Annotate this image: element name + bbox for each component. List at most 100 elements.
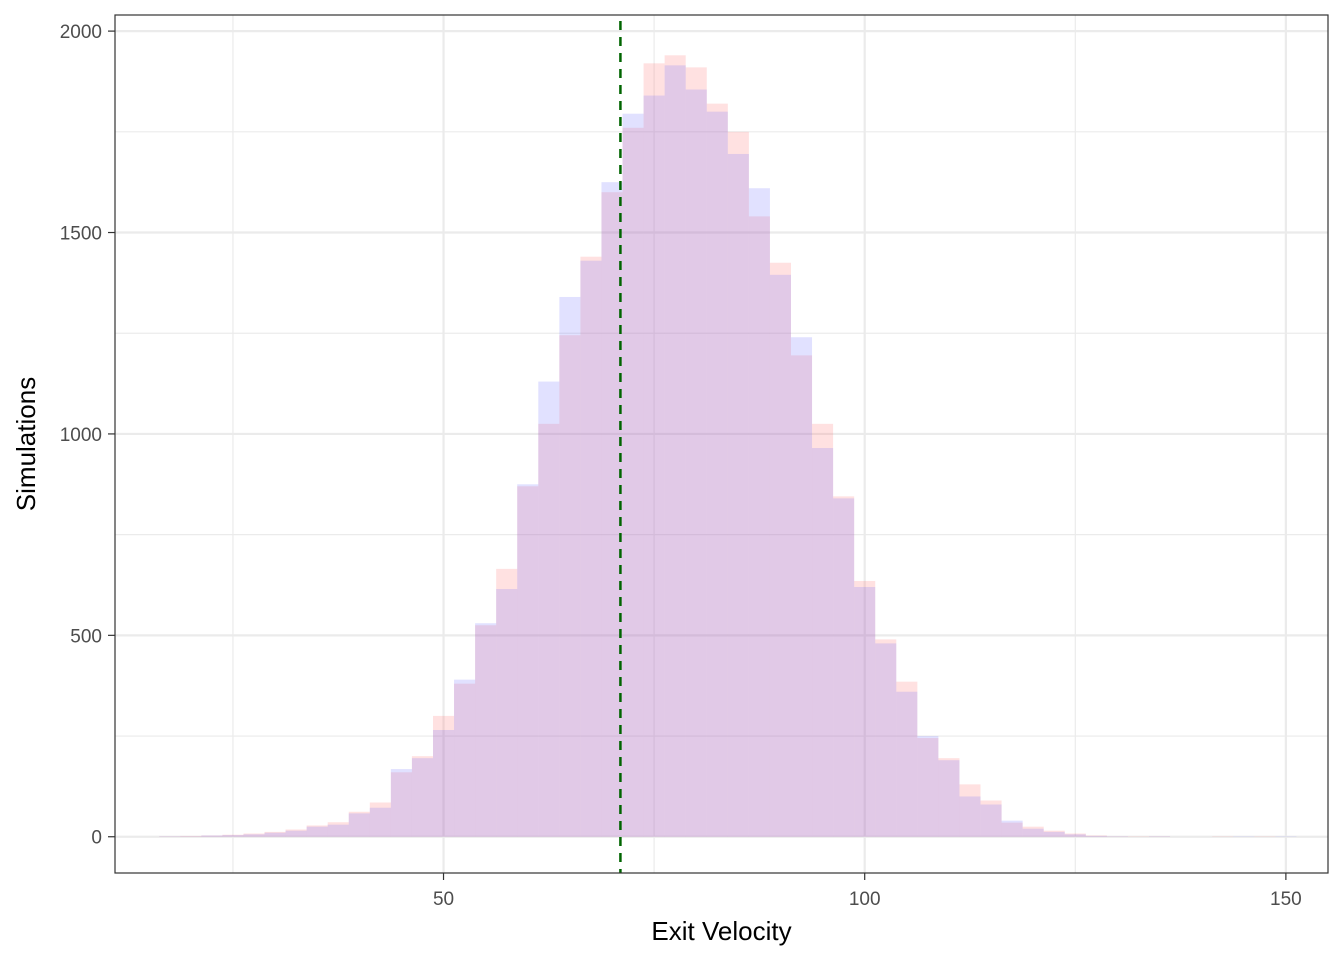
histogram-bar-series-2 [769, 274, 791, 837]
histogram-bar-series-1 [790, 355, 813, 837]
histogram-bar-series-2 [559, 296, 581, 837]
histogram-bar-series-2 [938, 760, 960, 837]
histogram-bar-series-1 [917, 738, 939, 837]
histogram-bar-series-2 [327, 824, 349, 837]
histogram-bar-series-1 [369, 802, 391, 837]
histogram-bar-series-2 [369, 807, 391, 837]
histogram-bar-series-1 [222, 834, 244, 837]
histogram-bar-series-1 [938, 758, 960, 837]
histogram-bar-series-1 [432, 715, 455, 837]
x-tick-label: 150 [1270, 889, 1302, 910]
histogram-bar-series-2 [812, 448, 834, 837]
histogram-bar-series-2 [1043, 831, 1065, 837]
histogram-bar-series-2 [706, 111, 728, 837]
histogram-bar-series-1 [1022, 826, 1044, 837]
histogram-bar-series-1 [559, 335, 581, 837]
histogram-bar-series-1 [1001, 822, 1023, 837]
histogram-bar-series-1 [980, 800, 1002, 837]
histogram-bar-series-2 [411, 758, 433, 837]
y-tick-label: 0 [91, 828, 102, 849]
histogram-bar-series-2 [917, 736, 939, 837]
histogram-bar-series-2 [601, 182, 623, 837]
histogram-bar-series-1 [348, 811, 370, 837]
histogram-bar-series-1 [875, 639, 897, 837]
histogram-bar-series-2 [538, 381, 560, 837]
histogram-bar-series-1 [390, 772, 412, 837]
histogram-bar-series-2 [432, 730, 455, 837]
histogram-bar-series-1 [454, 683, 476, 837]
histogram-bar-series-1 [896, 681, 918, 837]
histogram-bar-series-1 [285, 829, 307, 837]
histogram-bar-series-1 [1085, 835, 1107, 837]
histogram-bar-series-2 [1064, 834, 1086, 837]
histogram-bar-series-1 [243, 833, 265, 837]
histogram-bar-series-1 [959, 784, 981, 837]
histogram-bar-series-1 [601, 192, 623, 837]
histogram-bar-series-2 [454, 679, 476, 837]
histogram-bar-series-2 [306, 826, 328, 837]
histogram-bar-series-1 [833, 496, 855, 837]
histogram-bar-series-2 [348, 813, 370, 837]
histogram-bar-series-1 [517, 486, 539, 837]
y-tick-label: 1500 [60, 224, 102, 245]
major-gridlines [115, 15, 1328, 873]
histogram-bar-series-2 [1022, 828, 1044, 837]
histogram-bar-series-1 [769, 262, 791, 837]
histogram-bar-series-2 [980, 804, 1002, 837]
histogram-bar-series-2 [390, 769, 412, 837]
x-tick-label: 50 [433, 889, 454, 910]
histogram-bar-series-1 [854, 580, 876, 837]
histogram-bar-series-2 [854, 587, 876, 837]
histogram-bar-series-2 [959, 796, 981, 837]
histogram-bar-series-2 [685, 89, 707, 837]
histogram-bar-series-2 [201, 835, 223, 837]
histogram-bar-series-2 [727, 153, 749, 837]
histogram-bar-series-2 [222, 835, 244, 837]
histogram-bar-series-1 [411, 756, 433, 837]
histogram-bar-series-2 [1085, 835, 1107, 837]
y-tick-label: 2000 [60, 22, 102, 43]
histogram-bar-series-2 [643, 95, 665, 837]
histogram-bar-series-2 [896, 691, 918, 837]
histogram-bar-series-1 [1043, 830, 1065, 837]
histogram-bar-series-1 [475, 625, 497, 837]
histogram-bar-series-2 [264, 832, 286, 837]
histogram-bar-series-2 [580, 260, 602, 837]
x-axis-title: Exit Velocity [651, 916, 791, 946]
y-axis-title: Simulations [11, 377, 41, 511]
x-tick-label: 100 [849, 889, 881, 910]
histogram-bar-series-1 [748, 216, 770, 837]
histogram-bar-series-2 [475, 623, 497, 837]
histogram-bar-series-2 [243, 834, 265, 837]
histogram-bar-series-2 [622, 113, 644, 837]
histogram-bar-series-1 [264, 831, 286, 837]
histogram-bar-series-1 [812, 423, 834, 837]
axis-ticks [108, 30, 1287, 880]
histogram-bar-series-1 [327, 822, 349, 837]
histogram-bar-series-2 [790, 337, 813, 837]
histogram-bar-series-1 [180, 835, 202, 837]
histogram-bar-series-1 [622, 127, 644, 837]
histogram-bar-series-1 [643, 63, 665, 837]
histogram-bar-series-2 [833, 498, 855, 837]
histogram-bar-series-1 [706, 103, 728, 837]
y-tick-label: 500 [70, 626, 102, 647]
histogram-bar-series-1 [685, 67, 707, 837]
histogram-bar-series-2 [496, 589, 518, 837]
histogram-bar-series-2 [875, 643, 897, 837]
histogram-bar-series-1 [1064, 833, 1086, 837]
panel-border [114, 14, 1329, 874]
histogram-bar-series-1 [306, 825, 328, 837]
histogram-bar-series-2 [664, 65, 686, 837]
histogram-bar-series-2 [1001, 820, 1023, 837]
y-tick-label: 1000 [60, 425, 102, 446]
histogram-bar-series-1 [727, 131, 749, 837]
histogram-bar-series-1 [496, 568, 518, 837]
histogram-bar-series-1 [580, 256, 602, 837]
histogram-bar-series-2 [285, 830, 307, 837]
histogram-bars [159, 55, 1297, 837]
histogram-bar-series-1 [664, 55, 686, 837]
minor-gridlines [115, 15, 1328, 873]
histogram-bar-series-2 [517, 484, 539, 837]
